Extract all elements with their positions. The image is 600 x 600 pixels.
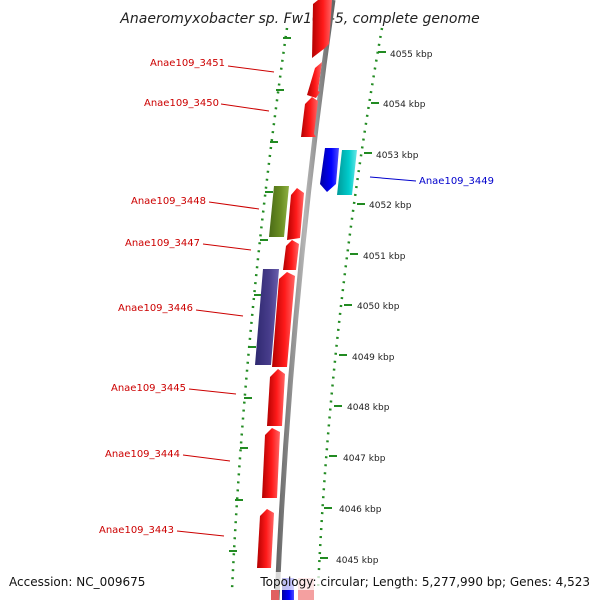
gene-label[interactable]: Anae109_3446 bbox=[118, 303, 193, 314]
gene-label[interactable]: Anae109_3451 bbox=[150, 58, 225, 69]
gene-label[interactable]: Anae109_3449 bbox=[419, 176, 494, 187]
inner-ruler-ticks bbox=[229, 37, 291, 552]
cds-feature-purple bbox=[255, 269, 279, 365]
cds-feature bbox=[312, 0, 332, 58]
kbp-label: 4053 kbp bbox=[376, 151, 419, 161]
cds-feature-red-partial bbox=[271, 590, 279, 600]
cds-feature bbox=[267, 369, 285, 426]
cds-feature bbox=[283, 240, 299, 270]
kbp-label: 4050 kbp bbox=[357, 302, 400, 312]
kbp-labels: 4055 kbp 4054 kbp 4053 kbp 4052 kbp 4051… bbox=[336, 50, 433, 566]
kbp-label: 4047 kbp bbox=[343, 454, 386, 464]
kbp-label: 4049 kbp bbox=[352, 353, 395, 363]
gene-label[interactable]: Anae109_3448 bbox=[131, 196, 206, 207]
gene-label[interactable]: Anae109_3445 bbox=[111, 383, 186, 394]
label-connectors bbox=[176, 65, 417, 537]
forward-strand-features bbox=[257, 0, 332, 568]
cds-feature bbox=[272, 272, 295, 367]
cds-feature bbox=[301, 97, 318, 137]
kbp-label: 4054 kbp bbox=[383, 100, 426, 110]
gene-labels: Anae109_3451 Anae109_3450 Anae109_3449 A… bbox=[99, 58, 494, 536]
gene-label[interactable]: Anae109_3444 bbox=[105, 449, 180, 460]
kbp-label: 4055 kbp bbox=[390, 50, 433, 60]
outer-ruler-ticks bbox=[320, 51, 386, 559]
cds-feature bbox=[307, 62, 322, 98]
cds-feature-blue bbox=[320, 148, 339, 192]
outer-ruler-arc bbox=[316, 27, 384, 591]
kbp-label: 4046 kbp bbox=[339, 505, 382, 515]
footer-topology-bg bbox=[258, 572, 594, 590]
footer-accession-bg bbox=[6, 572, 148, 590]
cds-feature bbox=[262, 428, 280, 498]
kbp-label: 4052 kbp bbox=[369, 201, 412, 211]
backbone-track bbox=[274, 0, 336, 600]
cds-feature-olive bbox=[269, 186, 289, 237]
map-title: Anaeromyxobacter sp. Fw109-5, complete g… bbox=[119, 11, 479, 27]
cds-feature-cyan bbox=[337, 150, 357, 195]
cds-feature bbox=[257, 509, 274, 568]
kbp-label: 4051 kbp bbox=[363, 252, 406, 262]
gene-label[interactable]: Anae109_3450 bbox=[144, 98, 219, 109]
kbp-label: 4048 kbp bbox=[347, 403, 390, 413]
inner-ruler-arc bbox=[230, 27, 289, 591]
footer-topology: Topology: circular; Length: 5,277,990 bp… bbox=[259, 575, 590, 589]
cds-feature bbox=[287, 188, 304, 240]
gene-label[interactable]: Anae109_3447 bbox=[125, 238, 200, 249]
gene-label[interactable]: Anae109_3443 bbox=[99, 525, 174, 536]
footer-accession: Accession: NC_009675 bbox=[9, 575, 145, 589]
kbp-label: 4045 kbp bbox=[336, 556, 379, 566]
